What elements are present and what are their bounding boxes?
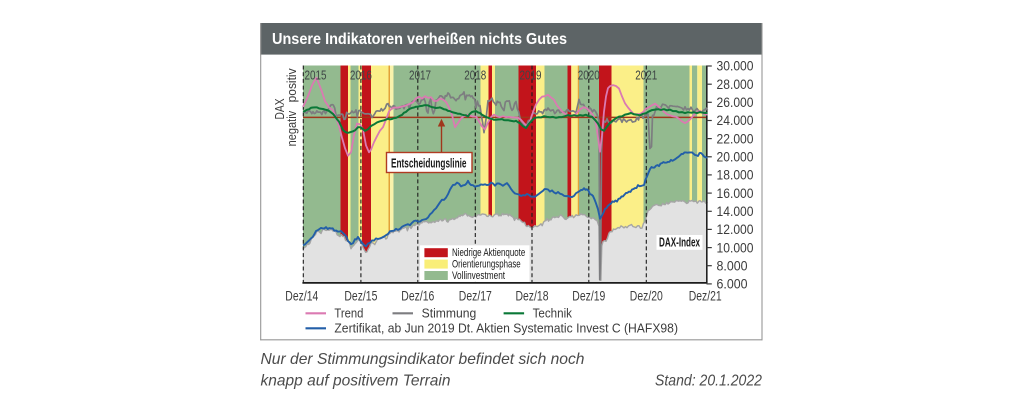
svg-text:Dez/16: Dez/16 [401,289,434,304]
svg-text:Zertifikat, ab Jun 2019 Dt. Ak: Zertifikat, ab Jun 2019 Dt. Aktien Syste… [334,321,678,336]
svg-text:negativ: negativ [284,110,299,146]
svg-text:22.000: 22.000 [717,131,754,146]
svg-text:8.000: 8.000 [717,258,748,273]
svg-text:28.000: 28.000 [717,77,754,92]
svg-text:Orientierungsphase: Orientierungsphase [452,259,521,271]
svg-text:Dez/20: Dez/20 [630,289,663,304]
svg-text:knapp auf positivem Terrain: knapp auf positivem Terrain [261,373,451,390]
svg-text:14.000: 14.000 [717,204,754,219]
svg-text:Vollinvestment: Vollinvestment [452,270,506,282]
svg-text:16.000: 16.000 [717,186,754,201]
svg-text:Technik: Technik [533,306,573,321]
svg-text:2020: 2020 [578,68,600,83]
svg-text:2015: 2015 [305,68,327,83]
svg-text:2019: 2019 [520,68,542,83]
svg-text:26.000: 26.000 [717,95,754,110]
svg-text:2021: 2021 [635,68,657,83]
svg-text:positiv: positiv [284,68,299,103]
svg-text:12.000: 12.000 [717,222,754,237]
svg-text:Dez/18: Dez/18 [516,289,549,304]
svg-text:2016: 2016 [350,68,372,83]
svg-text:Dez/21: Dez/21 [689,289,722,304]
svg-text:30.000: 30.000 [717,59,754,74]
svg-text:Trend: Trend [334,306,363,321]
svg-text:Dez/17: Dez/17 [459,289,492,304]
svg-text:Dez/14: Dez/14 [285,289,318,304]
svg-text:Unsere Indikatoren verheißen n: Unsere Indikatoren verheißen nichts Gute… [272,31,567,48]
svg-text:24.000: 24.000 [717,113,754,128]
svg-text:Entscheidungslinie: Entscheidungslinie [391,156,467,170]
svg-text:Stand: 20.1.2022: Stand: 20.1.2022 [655,373,762,390]
svg-text:DAX: DAX [272,98,287,119]
svg-text:Nur der Stimmungsindikator bef: Nur der Stimmungsindikator befindet sich… [261,351,585,368]
svg-text:10.000: 10.000 [717,240,754,255]
svg-text:Niedrige Aktienquote: Niedrige Aktienquote [452,247,525,259]
svg-text:6.000: 6.000 [717,277,748,292]
svg-text:DAX-Index: DAX-Index [659,236,700,250]
svg-text:2018: 2018 [464,68,486,83]
svg-text:Dez/15: Dez/15 [344,289,377,304]
svg-text:Dez/19: Dez/19 [572,289,605,304]
svg-text:20.000: 20.000 [717,150,754,165]
svg-text:18.000: 18.000 [717,168,754,183]
svg-text:2017: 2017 [409,68,431,83]
svg-text:Stimmung: Stimmung [422,306,477,321]
